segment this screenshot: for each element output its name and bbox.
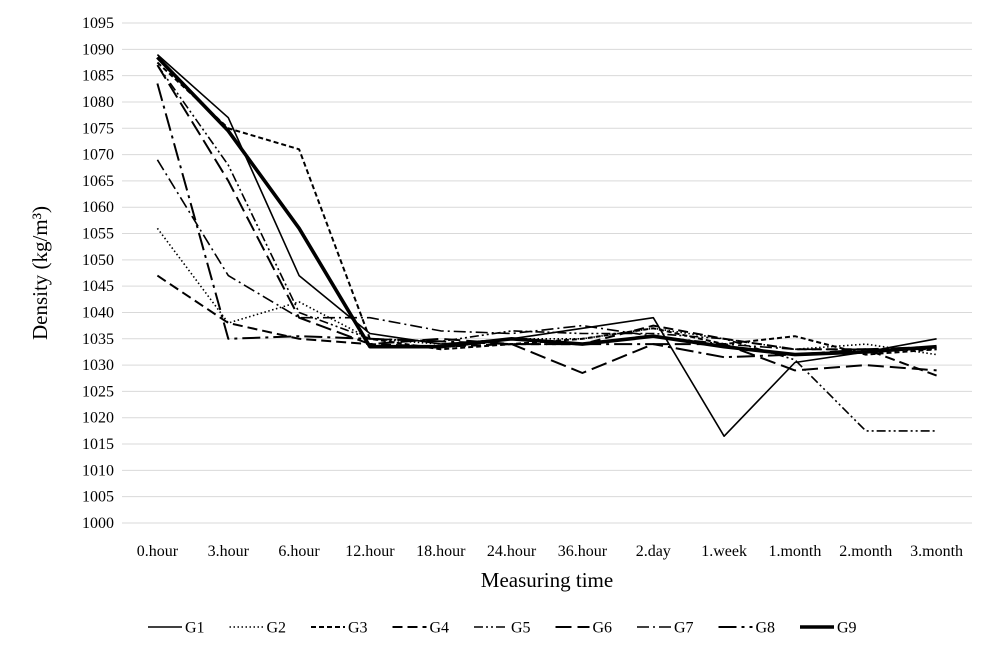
y-tick-label: 1035 xyxy=(82,331,114,348)
x-tick-label: 3.month xyxy=(910,543,963,560)
y-tick-label: 1000 xyxy=(82,515,114,532)
x-tick-label: 12.hour xyxy=(345,543,395,560)
y-tick-label: 1055 xyxy=(82,226,114,243)
series-line-g9 xyxy=(156,55,937,357)
legend-label-g4: G4 xyxy=(430,620,450,637)
x-axis-title: Measuring time xyxy=(481,568,613,592)
gridlines xyxy=(122,22,972,524)
series-line-g7 xyxy=(156,159,937,351)
y-tick-label: 1065 xyxy=(82,173,114,190)
legend-label-g7: G7 xyxy=(674,620,694,637)
y-tick-label: 1030 xyxy=(82,357,114,374)
series-line-g1 xyxy=(156,54,937,438)
series-line-g4 xyxy=(156,274,937,377)
x-tick-label: 1.week xyxy=(701,543,747,560)
y-axis-title: Density (kg/m³) xyxy=(28,206,52,340)
series-line-g3 xyxy=(156,61,937,356)
x-tick-label: 36.hour xyxy=(558,543,608,560)
y-tick-label: 1020 xyxy=(82,410,114,427)
y-tick-label: 1015 xyxy=(82,436,114,453)
x-tick-label: 1.month xyxy=(768,543,821,560)
legend-label-g5: G5 xyxy=(511,620,531,637)
legend: G1 G2 G3 G4 G5 G6 G7 G8 G9 xyxy=(148,620,857,637)
y-tick-label: 1070 xyxy=(82,147,114,164)
y-tick-label: 1085 xyxy=(82,68,114,85)
x-axis-ticks: 0.hour 3.hour 6.hour 12.hour 18.hour 24.hour 3… xyxy=(137,543,963,560)
legend-label-g2: G2 xyxy=(267,620,287,637)
y-tick-label: 1005 xyxy=(82,489,114,506)
y-tick-label: 1040 xyxy=(82,304,114,321)
y-tick-label: 1095 xyxy=(82,15,114,32)
y-tick-label: 1090 xyxy=(82,41,114,58)
legend-label-g8: G8 xyxy=(756,620,776,637)
x-tick-label: 0.hour xyxy=(137,543,179,560)
y-tick-label: 1025 xyxy=(82,383,114,400)
series-line-g2 xyxy=(156,227,937,356)
y-tick-label: 1060 xyxy=(82,199,114,216)
x-tick-label: 3.hour xyxy=(208,543,250,560)
legend-label-g1: G1 xyxy=(185,620,205,637)
legend-label-g3: G3 xyxy=(348,620,368,637)
y-tick-label: 1080 xyxy=(82,94,114,111)
y-axis-ticks: 1000 1005 1010 1015 1020 1025 1030 1035 1040 1045… xyxy=(82,15,114,532)
series-line-g5 xyxy=(156,64,937,432)
series-line-g6 xyxy=(156,64,937,374)
y-tick-label: 1050 xyxy=(82,252,114,269)
x-tick-label: 18.hour xyxy=(416,543,466,560)
legend-label-g6: G6 xyxy=(593,620,613,637)
x-tick-label: 2.month xyxy=(839,543,892,560)
y-tick-label: 1045 xyxy=(82,278,114,295)
x-tick-label: 2.day xyxy=(636,543,671,560)
series-lines xyxy=(156,54,937,438)
y-tick-label: 1075 xyxy=(82,120,114,137)
x-tick-label: 24.hour xyxy=(487,543,537,560)
legend-label-g9: G9 xyxy=(837,620,857,637)
x-tick-label: 6.hour xyxy=(278,543,320,560)
y-tick-label: 1010 xyxy=(82,462,114,479)
